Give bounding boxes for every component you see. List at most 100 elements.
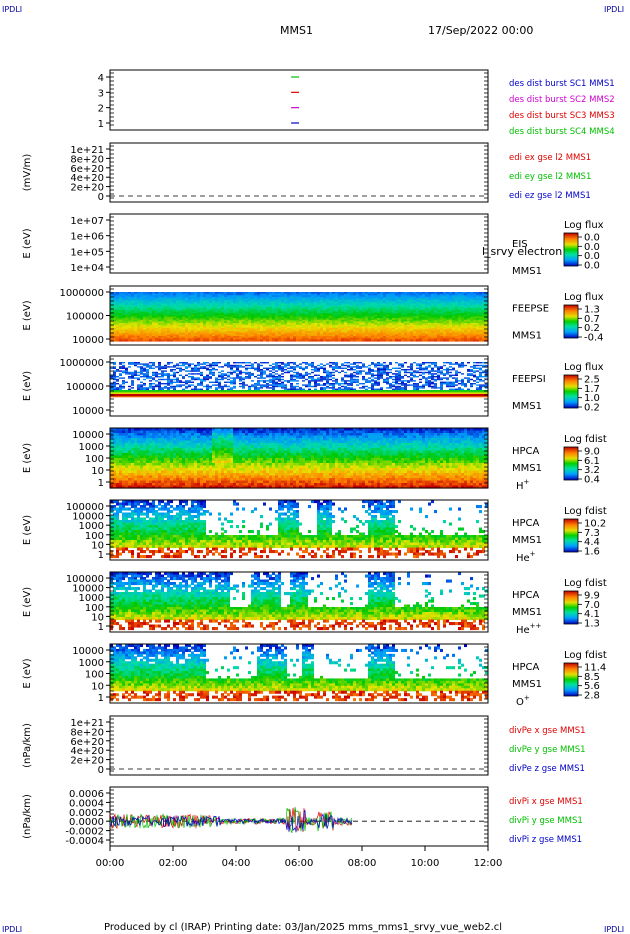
feepse-cell-3 <box>251 339 254 342</box>
feepse-cell-3 <box>272 306 275 309</box>
feepse-cell-3 <box>203 332 206 336</box>
feepse-cell-3 <box>239 334 242 337</box>
feepse-cell-3 <box>170 292 173 295</box>
feepse-cell-3 <box>275 336 278 339</box>
feepse-cell-3 <box>239 293 242 296</box>
feepse-cell-3 <box>401 311 404 314</box>
feepse-cell-3 <box>206 301 209 305</box>
feepse-cell-3 <box>359 334 362 337</box>
feepse-cell-3 <box>380 334 383 337</box>
feepse-cell-3 <box>113 298 116 301</box>
feepse-cell-3 <box>410 296 413 300</box>
feepsi-cell-4 <box>155 374 158 376</box>
feepse-cell-3 <box>443 298 446 301</box>
feepsi-cell-4 <box>122 381 125 383</box>
feepsi-cell-4 <box>161 366 164 368</box>
feepse-cell-3 <box>161 334 164 337</box>
feepse-cell-3 <box>149 336 152 339</box>
feepse-cell-3 <box>395 311 398 314</box>
feepse-cell-3 <box>188 323 191 326</box>
feepse-cell-3 <box>263 316 266 319</box>
feepse-cell-3 <box>260 324 263 327</box>
feepse-cell-3 <box>449 303 452 306</box>
feepse-cell-3 <box>215 331 218 334</box>
feepse-cell-3 <box>119 306 122 309</box>
feepse-cell-3 <box>473 323 476 326</box>
feepse-cell-3 <box>284 326 287 329</box>
feepsi-cell-4 <box>200 371 203 374</box>
feepse-cell-3 <box>221 313 224 316</box>
feepse-cell-3 <box>416 303 419 306</box>
feepsi-cell-4 <box>218 376 221 378</box>
feepse-cell-3 <box>305 301 308 305</box>
feepsi-cell-4 <box>200 380 203 382</box>
feepse-cell-3 <box>317 306 320 309</box>
feepse-cell-3 <box>275 309 278 313</box>
feepse-cell-3 <box>116 327 119 331</box>
feepse-cell-3 <box>407 293 410 296</box>
feepse-cell-3 <box>197 319 200 322</box>
feepse-cell-3 <box>314 326 317 329</box>
feepse-cell-3 <box>146 326 149 329</box>
feepse-cell-3 <box>281 300 284 303</box>
feepse-cell-3 <box>305 327 308 331</box>
feepse-cell-3 <box>356 303 359 306</box>
feepse-cell-3 <box>353 298 356 301</box>
feepse-cell-3 <box>269 316 272 319</box>
feepse-cell-3 <box>329 305 332 308</box>
feepse-cell-3 <box>446 337 449 340</box>
feepse-cell-3 <box>365 311 368 314</box>
feepse-cell-3 <box>284 337 287 340</box>
feepse-cell-3 <box>347 293 350 296</box>
feepse-cell-3 <box>377 308 380 311</box>
feepsi-cell-4 <box>239 362 242 364</box>
feepse-cell-3 <box>233 324 236 327</box>
feepse-cell-3 <box>293 331 296 334</box>
feepse-cell-3 <box>119 300 122 303</box>
ytick-label-edi: 8e+20 <box>70 154 104 165</box>
feepse-cell-3 <box>485 324 488 327</box>
feepse-cell-3 <box>287 339 290 342</box>
feepse-cell-3 <box>290 327 293 331</box>
feepse-cell-3 <box>170 337 173 340</box>
feepse-cell-3 <box>383 329 386 332</box>
feepse-cell-3 <box>332 309 335 313</box>
feepse-cell-3 <box>383 295 386 298</box>
feepse-cell-3 <box>359 292 362 295</box>
feepse-cell-3 <box>224 321 227 324</box>
feepse-cell-3 <box>125 309 128 313</box>
feepse-cell-3 <box>389 303 392 306</box>
feepse-cell-3 <box>458 309 461 313</box>
feepse-cell-3 <box>440 295 443 298</box>
feepsi-cell-4 <box>158 387 161 389</box>
feepse-cell-3 <box>317 321 320 324</box>
feepse-cell-3 <box>344 313 347 316</box>
feepse-cell-3 <box>347 313 350 316</box>
feepse-cell-3 <box>170 318 173 321</box>
feepse-cell-3 <box>311 327 314 331</box>
feepse-cell-3 <box>266 327 269 331</box>
feepsi-cell-4 <box>212 384 215 386</box>
feepse-cell-3 <box>170 308 173 311</box>
feepse-cell-3 <box>296 295 299 298</box>
feepse-cell-3 <box>137 293 140 296</box>
feepsi-cell-4 <box>113 384 116 386</box>
feepse-cell-3 <box>131 327 134 331</box>
feepsi-cell-4 <box>143 373 146 375</box>
feepsi-cell-4 <box>230 364 233 367</box>
feepse-cell-3 <box>245 326 248 329</box>
feepse-cell-3 <box>167 331 170 334</box>
feepse-cell-3 <box>173 303 176 306</box>
feepse-cell-3 <box>179 339 182 342</box>
feepse-cell-3 <box>113 314 116 318</box>
feepse-cell-3 <box>476 331 479 334</box>
feepse-cell-3 <box>182 326 185 329</box>
feepse-cell-3 <box>191 298 194 301</box>
feepse-cell-3 <box>269 336 272 339</box>
feepsi-cell-4 <box>182 396 185 398</box>
feepse-cell-3 <box>395 298 398 301</box>
feepse-cell-3 <box>356 324 359 327</box>
feepse-cell-3 <box>140 308 143 311</box>
feepsi-cell-4 <box>197 392 200 394</box>
feepse-cell-3 <box>461 329 464 332</box>
